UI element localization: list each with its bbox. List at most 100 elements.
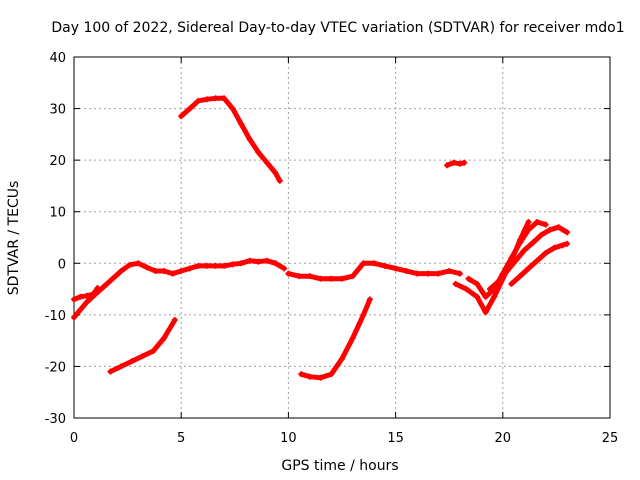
tick-labels: 0 5 10 15 20 25 -30 -20 -10 0 10 20 30 40 — [45, 51, 619, 446]
data-point — [317, 275, 324, 282]
x-tick-label: 0 — [70, 431, 78, 446]
data-points — [71, 95, 571, 381]
data-point — [263, 257, 270, 264]
y-tick-label: -20 — [45, 360, 66, 375]
data-point — [178, 113, 185, 120]
data-point — [491, 293, 498, 300]
data-point — [381, 262, 388, 269]
series-arc-small — [444, 159, 468, 169]
series-line — [107, 317, 178, 375]
y-tick-label: 0 — [58, 257, 66, 272]
data-point — [285, 270, 292, 277]
data-point — [306, 273, 313, 280]
series-arc-evening-d — [508, 240, 571, 287]
data-point — [512, 257, 519, 264]
data-point — [161, 335, 168, 342]
y-tick-label: -10 — [45, 309, 66, 324]
x-tick-label: 10 — [280, 431, 297, 446]
data-point — [77, 306, 84, 313]
data-point — [414, 270, 421, 277]
data-point — [281, 265, 288, 272]
data-point — [339, 275, 345, 282]
data-point — [525, 226, 532, 233]
data-point — [221, 95, 228, 102]
data-point — [403, 268, 410, 275]
data-point — [298, 371, 305, 378]
data-point — [435, 270, 442, 277]
data-point — [272, 170, 279, 177]
data-point — [178, 268, 185, 275]
data-point — [446, 268, 453, 275]
data-point — [542, 249, 549, 256]
data-point — [328, 275, 335, 282]
x-tick-label: 5 — [177, 431, 185, 446]
data-point — [92, 291, 99, 298]
y-tick-label: 10 — [49, 206, 66, 221]
data-point — [516, 239, 523, 246]
data-point — [392, 265, 399, 272]
data-point — [525, 219, 532, 226]
data-point — [276, 177, 283, 184]
data-point — [101, 283, 108, 290]
data-point — [83, 292, 90, 299]
data-point — [317, 374, 324, 381]
data-point — [564, 240, 571, 247]
data-point — [161, 268, 168, 275]
data-point — [444, 162, 451, 169]
data-point — [456, 270, 463, 277]
data-point — [203, 96, 210, 103]
data-point — [152, 268, 159, 275]
data-point — [212, 95, 219, 102]
data-point — [128, 358, 135, 365]
x-tick-label: 15 — [387, 431, 404, 446]
axis-ticks — [73, 56, 611, 419]
data-point — [456, 160, 463, 167]
series-line — [178, 95, 283, 184]
data-point — [349, 273, 356, 280]
data-point — [504, 268, 511, 275]
data-point — [482, 309, 489, 316]
data-point — [534, 257, 541, 264]
data-point — [77, 293, 84, 300]
plot-area-frame — [73, 56, 611, 419]
data-point — [229, 105, 236, 112]
data-point — [71, 296, 77, 303]
data-point — [203, 262, 210, 269]
data-point — [516, 273, 523, 280]
data-point — [360, 260, 367, 267]
data-point — [109, 275, 116, 282]
data-point — [107, 368, 114, 375]
data-point — [529, 239, 536, 246]
grid-lines — [74, 57, 610, 418]
data-point — [186, 105, 193, 112]
y-axis-label: SDTVAR / TECUs — [6, 181, 22, 296]
data-point — [474, 280, 481, 287]
data-point — [169, 270, 176, 277]
data-point — [546, 226, 553, 233]
data-point — [296, 273, 303, 280]
data-point — [482, 293, 489, 300]
data-point — [238, 121, 245, 128]
series-arc-morning-deep — [107, 317, 178, 375]
data-point — [229, 261, 236, 268]
data-point — [371, 260, 378, 267]
data-point — [555, 224, 562, 231]
data-point — [186, 265, 193, 272]
series-line — [487, 224, 570, 292]
data-point — [83, 298, 90, 305]
data-point — [486, 286, 493, 293]
series-arc-evening-c — [486, 224, 571, 293]
y-tick-label: 40 — [49, 51, 66, 66]
data-point — [521, 247, 528, 254]
x-tick-label: 25 — [602, 431, 619, 446]
data-point — [126, 261, 133, 268]
data-point — [525, 265, 532, 272]
series-line — [453, 219, 531, 315]
data-point — [238, 260, 245, 267]
data-point — [255, 258, 262, 265]
data-point — [564, 229, 571, 236]
series-arc-main-early — [71, 257, 288, 321]
data-point — [461, 159, 468, 166]
data-point — [143, 264, 150, 271]
